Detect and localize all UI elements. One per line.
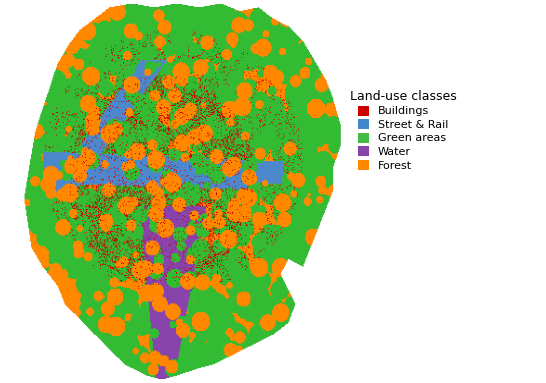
Legend: Buildings, Street & Rail, Green areas, Water, Forest: Buildings, Street & Rail, Green areas, W… — [349, 90, 456, 170]
